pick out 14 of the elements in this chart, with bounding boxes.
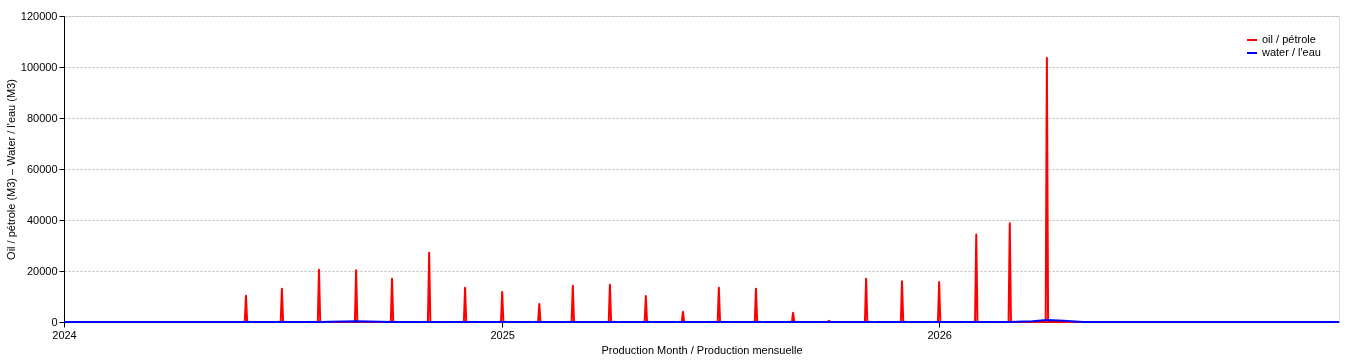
x-axis-title: Production Month / Production mensuelle	[601, 343, 803, 356]
legend-label: water / l'eau	[1261, 46, 1321, 58]
x-tick-label: 2026	[927, 328, 952, 341]
y-tick-label: 80000	[26, 111, 58, 124]
x-tick-label: 2024	[52, 328, 77, 341]
legend-label: oil / pétrole	[1262, 33, 1316, 45]
y-tick-label: 20000	[26, 264, 58, 277]
y-tick-label: 0	[51, 315, 58, 328]
y-axis-title: Oil / pétrole (M3) – Water / l'eau (M3)	[4, 79, 17, 260]
x-tick-label: 2025	[490, 328, 515, 341]
y-tick-label: 40000	[26, 213, 58, 226]
y-tick-label: 120000	[20, 9, 58, 22]
y-tick-label: 100000	[20, 60, 58, 73]
y-tick-label: 60000	[26, 162, 58, 175]
